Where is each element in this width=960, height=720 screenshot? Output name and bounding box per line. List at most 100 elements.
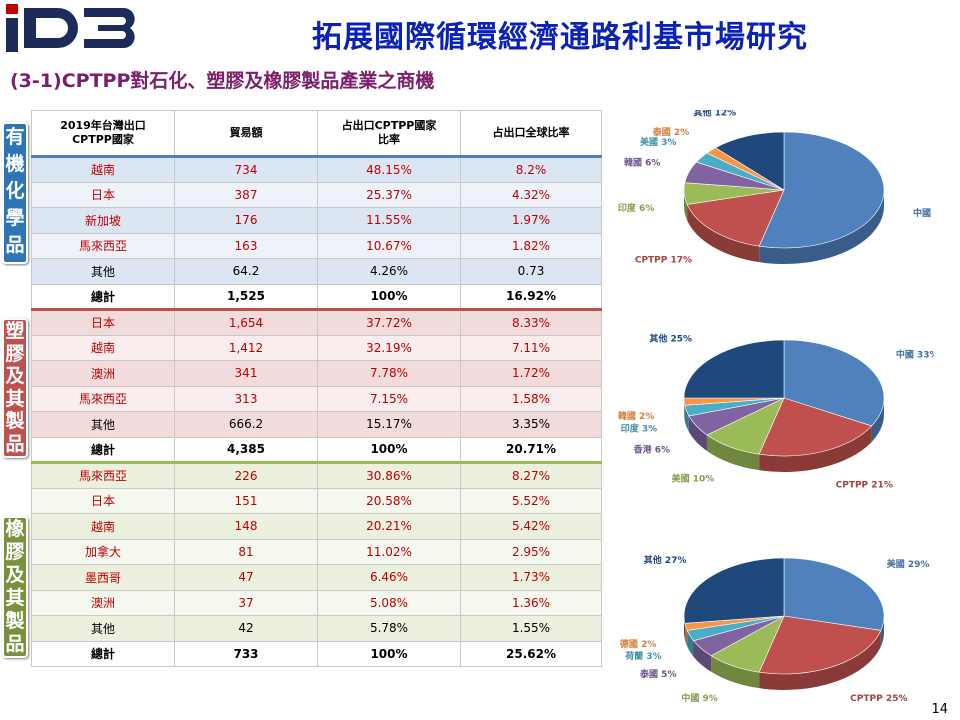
pie-slice-side: [759, 630, 881, 690]
table-cell-global: 1.72%: [460, 360, 602, 387]
table-row: 越南 1,412 32.19% 7.11%: [31, 334, 602, 361]
pie-slice-side: [711, 655, 760, 689]
table-cell-global: 5.52%: [460, 487, 602, 514]
pie-chart-rubber: 美國 29% CPTPP 25% 中國 9% 泰國 5% 荷蘭 3%德國 2% 其他 27…: [620, 554, 930, 704]
total-cell-value: 1,525: [174, 283, 318, 310]
table-row: 馬來西亞 163 10.67% 1.82%: [31, 232, 602, 259]
table-cell-cptpp: 7.15%: [317, 385, 461, 412]
table-cell-cptpp: 32.19%: [317, 334, 461, 361]
total-cell-global: 25.62%: [460, 640, 602, 667]
table-total-row: 總計 1,525 100% 16.92%: [31, 283, 602, 310]
pie-slice: [683, 557, 785, 624]
table-cell-value: 148: [174, 513, 318, 540]
page-title: 拓展國際循環經濟通路利基市場研究: [312, 20, 808, 55]
table-row: 其他 42 5.78% 1.55%: [31, 615, 602, 642]
pie-slice-label: 德國 2%: [620, 638, 656, 650]
header-trade-value: 貿易額: [174, 110, 318, 158]
pie-side-walls: [684, 616, 884, 690]
total-cell-value: 733: [174, 640, 318, 667]
pie-slice: [783, 557, 885, 631]
table-cell-cptpp: 25.37%: [317, 181, 461, 208]
pie-chart-plastics: 中國 33% CPTPP 21% 美國 10% 香港 6% 印度 3%韓國 2% 其他 2…: [618, 332, 934, 490]
table-row: 日本 387 25.37% 4.32%: [31, 181, 602, 208]
pie-slice-side: [684, 405, 689, 432]
export-table: 2019年台灣出口 CPTPP國家 貿易額 占出口CPTPP國家 比率 占出口全…: [31, 110, 602, 667]
table-row: 馬來西亞 313 7.15% 1.58%: [31, 385, 602, 412]
table-cell-country: 日本: [31, 487, 175, 514]
table-cell-country: 日本: [31, 308, 175, 336]
table-cell-cptpp: 15.17%: [317, 411, 461, 438]
pie-slice-label: 香港 6%: [633, 444, 670, 456]
header-global-ratio: 占出口全球比率: [460, 110, 602, 158]
table-cell-cptpp: 10.67%: [317, 232, 461, 259]
table-row: 越南 734 48.15% 8.2%: [31, 156, 602, 183]
pie-slice-side: [687, 204, 760, 263]
table-cell-value: 341: [174, 360, 318, 387]
pie-slice-side: [684, 398, 685, 422]
pie-slice-label: 中國 9%: [681, 692, 717, 704]
header-country: 2019年台灣出口 CPTPP國家: [31, 110, 175, 158]
table-cell-global: 8.27%: [460, 461, 602, 489]
table-cell-country: 馬來西亞: [31, 461, 175, 489]
table-row: 越南 148 20.21% 5.42%: [31, 513, 602, 540]
pie-slice-label: CPTPP 17%: [635, 256, 692, 266]
pie-slice: [758, 397, 873, 457]
pie-slice-label: 泰國 2%: [652, 126, 689, 138]
pie-slice-side: [684, 616, 685, 640]
table-cell-cptpp: 7.78%: [317, 360, 461, 387]
table-cell-value: 1,412: [174, 334, 318, 361]
total-cell-cptpp: 100%: [317, 436, 461, 463]
table-cell-global: 5.42%: [460, 513, 602, 540]
pie-slice-label: 中國 54%: [913, 207, 934, 219]
pie-slice: [686, 189, 785, 247]
table-cell-country: 澳洲: [31, 589, 175, 616]
table-cell-global: 1.82%: [460, 232, 602, 259]
table-cell-global: 2.95%: [460, 538, 602, 565]
table-cell-country: 其他: [31, 411, 175, 438]
table-cell-country: 澳洲: [31, 360, 175, 387]
table-cell-cptpp: 20.21%: [317, 513, 461, 540]
category-label-plastics: 塑膠及其製品: [2, 318, 28, 458]
table-cell-global: 7.11%: [460, 334, 602, 361]
table-total-row: 總計 733 100% 25.62%: [31, 640, 602, 667]
pie-slice-label: 其他 25%: [649, 332, 692, 344]
total-cell-country: 總計: [31, 640, 175, 667]
table-header-row: 2019年台灣出口 CPTPP國家 貿易額 占出口CPTPP國家 比率 占出口全…: [31, 110, 602, 158]
table-cell-global: 1.55%: [460, 615, 602, 642]
page-number: 14: [931, 702, 948, 717]
table-cell-global: 1.73%: [460, 564, 602, 591]
total-cell-global: 16.92%: [460, 283, 602, 310]
table-cell-country: 其他: [31, 615, 175, 642]
table-cell-cptpp: 11.55%: [317, 207, 461, 234]
table-cell-value: 42: [174, 615, 318, 642]
pie-slice-label: 印度 6%: [618, 202, 654, 214]
table-cell-value: 47: [174, 564, 318, 591]
table-row: 其他 64.2 4.26% 0.73: [31, 258, 602, 285]
table-cell-country: 新加坡: [31, 207, 175, 234]
pie-slice-side: [687, 630, 694, 657]
pie-slice-side: [693, 640, 712, 672]
table-cell-value: 81: [174, 538, 318, 565]
total-cell-cptpp: 100%: [317, 283, 461, 310]
table-cell-cptpp: 11.02%: [317, 538, 461, 565]
pie-slice-label: 韓國 6%: [624, 156, 660, 168]
pie-slice: [683, 339, 785, 399]
table-cell-value: 163: [174, 232, 318, 259]
table-cell-global: 3.35%: [460, 411, 602, 438]
pie-slice-label: 其他 12%: [693, 110, 736, 119]
pie-slice: [783, 339, 885, 427]
pie-slice-label: 美國 3%: [640, 136, 676, 148]
table-cell-global: 1.97%: [460, 207, 602, 234]
table-cell-value: 313: [174, 385, 318, 412]
pie-slice-side: [706, 434, 760, 471]
table-cell-global: 1.36%: [460, 589, 602, 616]
total-cell-country: 總計: [31, 283, 175, 310]
table-row: 加拿大 81 11.02% 2.95%: [31, 538, 602, 565]
table-row: 新加坡 176 11.55% 1.97%: [31, 207, 602, 234]
pie-chart-organic-chemicals: 中國 54% CPTPP 17% 印度 6% 韓國 6% 美國 3%泰國 2% 其他 12…: [618, 110, 934, 266]
total-cell-country: 總計: [31, 436, 175, 463]
table-cell-value: 37: [174, 589, 318, 616]
table-row: 墨西哥 47 6.46% 1.73%: [31, 564, 602, 591]
table-cell-global: 0.73: [460, 258, 602, 285]
id3-logo: [6, 4, 135, 52]
